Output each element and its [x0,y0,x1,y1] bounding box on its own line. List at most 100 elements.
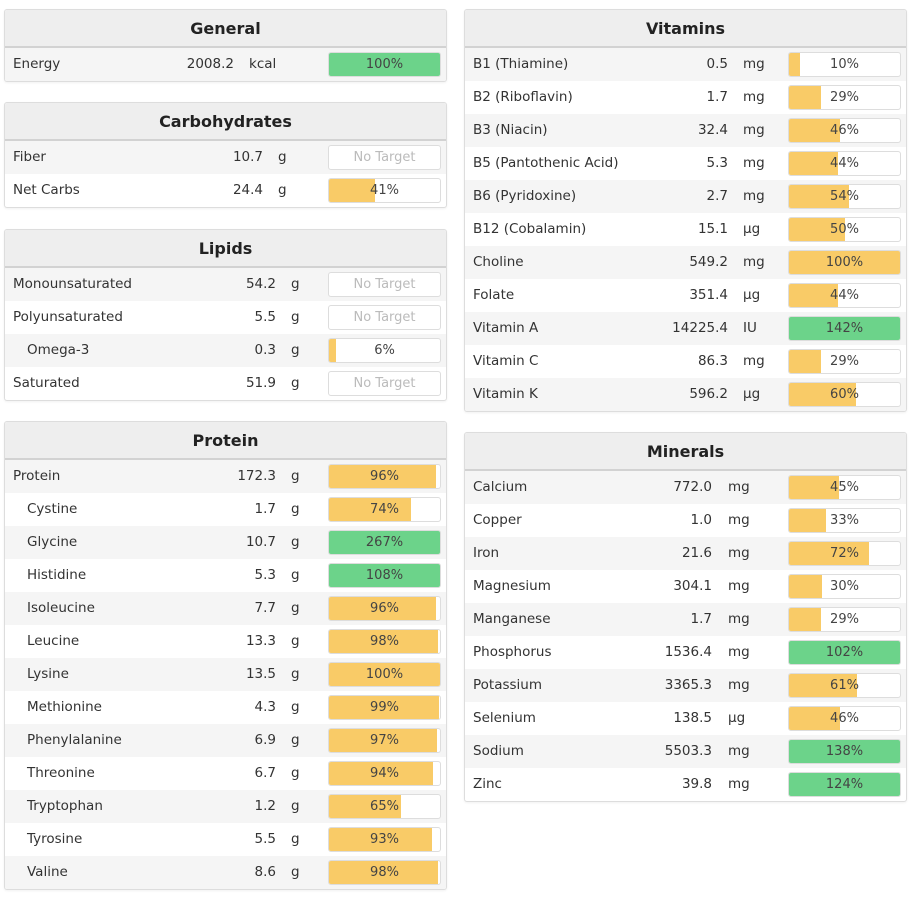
nutrient-row[interactable]: Sodium 5503.3 mg 138% [465,735,906,768]
nutrient-row[interactable]: Isoleucine 7.7 g 96% [5,592,446,625]
nutrient-amount: 1536.4 [664,644,712,660]
target-progress-bar: No Target [328,371,441,396]
nutrient-row[interactable]: Omega-3 0.3 g 6% [5,334,446,367]
progress-fill [789,350,822,373]
progress-fill [789,740,900,763]
nutrient-row[interactable]: Folate 351.4 µg 44% [465,279,906,312]
progress-fill [329,729,437,752]
nutrient-row[interactable]: B6 (Pyridoxine) 2.7 mg 54% [465,180,906,213]
nutrient-row[interactable]: Iron 21.6 mg 72% [465,537,906,570]
progress-label: 74% [370,502,399,517]
progress-fill [789,284,838,307]
progress-fill [789,509,826,532]
target-progress-bar: 102% [788,640,901,665]
nutrient-row[interactable]: Glycine 10.7 g 267% [5,526,446,559]
nutrient-name: Monounsaturated [13,276,132,292]
target-progress-bar: 29% [788,349,901,374]
progress-label: 44% [830,288,859,303]
progress-label: 100% [365,667,404,682]
nutrient-amount: 772.0 [673,479,712,495]
nutrient-amount: 86.3 [697,353,728,369]
progress-label: 60% [830,387,859,402]
nutrient-list: B1 (Thiamine) 0.5 mg 10% B2 (Riboflavin) 1.7 m… [465,48,906,411]
nutrient-row[interactable]: Calcium 772.0 mg 45% [465,471,906,504]
nutrient-row[interactable]: Monounsaturated 54.2 g No Target [5,268,446,301]
nutrient-row[interactable]: Methionine 4.3 g 99% [5,691,446,724]
nutrient-row[interactable]: Histidine 5.3 g 108% [5,559,446,592]
nutrient-unit: g [291,468,300,484]
target-progress-bar: 50% [788,217,901,242]
nutrient-name: Tryptophan [27,798,103,814]
nutrient-name: Isoleucine [27,600,95,616]
target-progress-bar: 267% [328,530,441,555]
nutrient-row[interactable]: B12 (Cobalamin) 15.1 µg 50% [465,213,906,246]
panel-minerals: Minerals Calcium 772.0 mg 45% Copper 1.0 mg 33% I… [464,432,907,802]
nutrient-row[interactable]: Selenium 138.5 µg 46% [465,702,906,735]
target-progress-bar: 74% [328,497,441,522]
nutrient-row[interactable]: Cystine 1.7 g 74% [5,493,446,526]
progress-label: 267% [365,535,404,550]
nutrient-row[interactable]: Tryptophan 1.2 g 65% [5,790,446,823]
nutrient-row[interactable]: Vitamin A 14225.4 IU 142% [465,312,906,345]
nutrient-unit: g [291,864,300,880]
nutrient-row[interactable]: Potassium 3365.3 mg 61% [465,669,906,702]
nutrient-amount: 5.5 [254,831,276,847]
nutrient-row[interactable]: Threonine 6.7 g 94% [5,757,446,790]
nutrient-row[interactable]: Manganese 1.7 mg 29% [465,603,906,636]
nutrient-amount: 10.7 [232,149,263,165]
nutrient-row[interactable]: Vitamin K 596.2 µg 60% [465,378,906,411]
nutrient-name: Glycine [27,534,78,550]
nutrient-list: Calcium 772.0 mg 45% Copper 1.0 mg 33% Iron 21.6 m… [465,471,906,801]
nutrient-amount: 549.2 [689,254,728,270]
nutrient-row[interactable]: Phenylalanine 6.9 g 97% [5,724,446,757]
nutrient-unit: mg [728,743,750,759]
nutrient-row[interactable]: Choline 549.2 mg 100% [465,246,906,279]
nutrient-unit: mg [728,677,750,693]
nutrient-row[interactable]: Lysine 13.5 g 100% [5,658,446,691]
nutrient-row[interactable]: Leucine 13.3 g 98% [5,625,446,658]
nutrient-row[interactable]: Valine 8.6 g 98% [5,856,446,889]
nutrient-name: Valine [27,864,68,880]
nutrient-row[interactable]: Phosphorus 1536.4 mg 102% [465,636,906,669]
progress-fill [329,179,375,202]
target-progress-bar: 46% [788,706,901,731]
panel-protein: Protein Protein 172.3 g 96% Cystine 1.7 g 74% Gly… [4,421,447,890]
nutrient-list: Monounsaturated 54.2 g No Target Polyunsatur… [5,268,446,400]
nutrient-row[interactable]: B2 (Riboflavin) 1.7 mg 29% [465,81,906,114]
nutrient-row[interactable]: B3 (Niacin) 32.4 mg 46% [465,114,906,147]
nutrient-row[interactable]: Net Carbs 24.4 g 41% [5,174,446,207]
target-progress-bar: 96% [328,464,441,489]
nutrient-row[interactable]: Polyunsaturated 5.5 g No Target [5,301,446,334]
nutrient-row[interactable]: Magnesium 304.1 mg 30% [465,570,906,603]
nutrient-row[interactable]: B5 (Pantothenic Acid) 5.3 mg 44% [465,147,906,180]
target-progress-bar: 138% [788,739,901,764]
nutrient-name: Zinc [473,776,502,792]
nutrient-name: Net Carbs [13,182,80,198]
progress-label: No Target [353,376,416,391]
nutrient-row[interactable]: Protein 172.3 g 96% [5,460,446,493]
nutrient-row[interactable]: Vitamin C 86.3 mg 29% [465,345,906,378]
nutrient-row[interactable]: Saturated 51.9 g No Target [5,367,446,400]
nutrient-row[interactable]: B1 (Thiamine) 0.5 mg 10% [465,48,906,81]
nutrient-unit: µg [743,287,761,303]
nutrient-amount: 14225.4 [672,320,728,336]
progress-label: 46% [830,123,859,138]
progress-label: No Target [353,277,416,292]
nutrient-row[interactable]: Energy 2008.2 kcal 100% [5,48,446,81]
nutrient-unit: g [291,309,300,325]
target-progress-bar: 41% [328,178,441,203]
progress-fill [789,608,822,631]
nutrient-name: Phosphorus [473,644,552,660]
nutrient-name: Manganese [473,611,551,627]
nutrient-row[interactable]: Copper 1.0 mg 33% [465,504,906,537]
nutrient-row[interactable]: Zinc 39.8 mg 124% [465,768,906,801]
nutrient-unit: g [291,666,300,682]
progress-fill [329,53,440,76]
nutrient-row[interactable]: Tyrosine 5.5 g 93% [5,823,446,856]
progress-fill [789,641,900,664]
nutrient-amount: 5.5 [254,309,276,325]
nutrient-unit: kcal [249,56,277,72]
nutrient-unit: mg [743,122,765,138]
nutrient-row[interactable]: Fiber 10.7 g No Target [5,141,446,174]
target-progress-bar: 61% [788,673,901,698]
